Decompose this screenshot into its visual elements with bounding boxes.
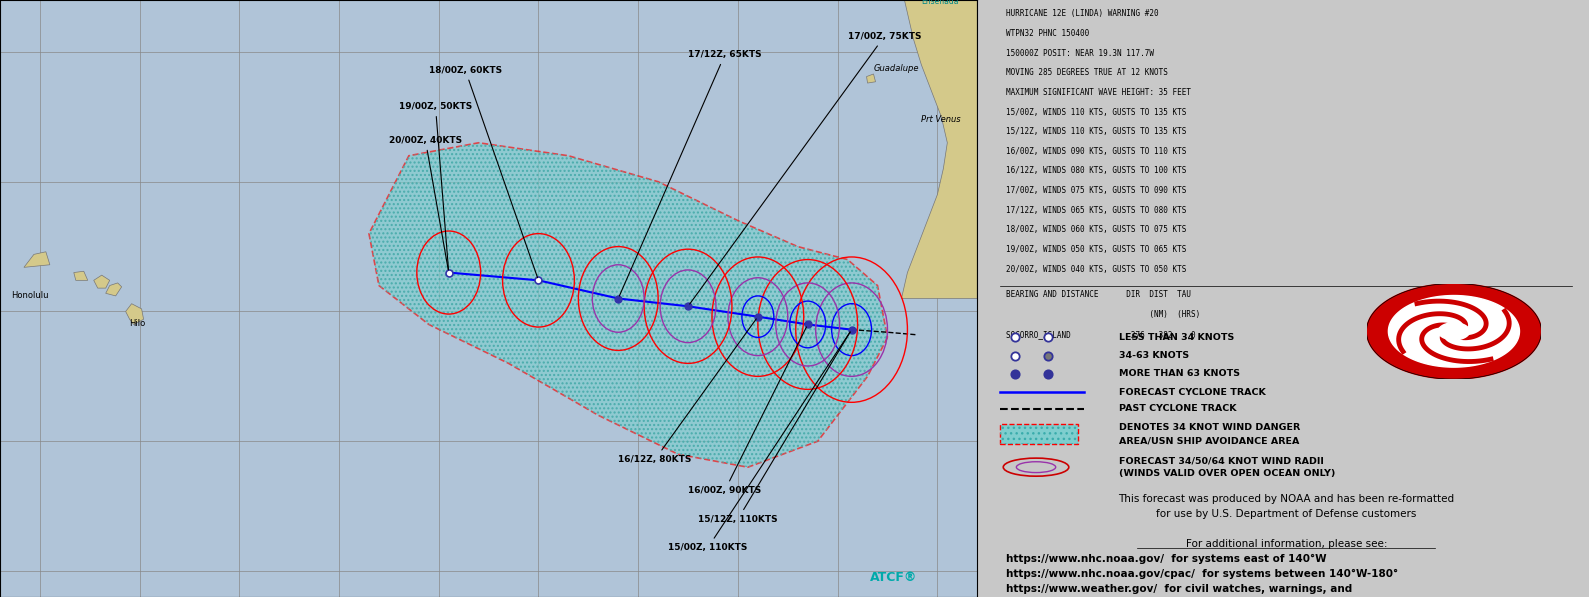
Text: 19/00Z, 50KTS: 19/00Z, 50KTS xyxy=(399,102,472,270)
Text: 16/12Z, 80KTS: 16/12Z, 80KTS xyxy=(618,319,756,464)
Text: Honolulu: Honolulu xyxy=(11,291,49,300)
Text: SOCORRO_ISLAND             276   382    0: SOCORRO_ISLAND 276 382 0 xyxy=(1006,330,1197,338)
Text: ATCF®: ATCF® xyxy=(871,571,917,584)
Polygon shape xyxy=(901,0,977,298)
Text: PAST CYCLONE TRACK: PAST CYCLONE TRACK xyxy=(1119,404,1236,413)
Text: 17/00Z, 75KTS: 17/00Z, 75KTS xyxy=(690,32,922,304)
Text: 15/12Z, WINDS 110 KTS, GUSTS TO 135 KTS: 15/12Z, WINDS 110 KTS, GUSTS TO 135 KTS xyxy=(1006,127,1187,136)
Text: FORECAST CYCLONE TRACK: FORECAST CYCLONE TRACK xyxy=(1119,388,1266,397)
Polygon shape xyxy=(24,252,49,267)
Text: For additional information, please see:: For additional information, please see: xyxy=(1185,539,1387,549)
Polygon shape xyxy=(1389,296,1519,367)
Text: Guadalupe: Guadalupe xyxy=(874,64,918,73)
Text: Hilo: Hilo xyxy=(129,319,146,328)
Polygon shape xyxy=(106,283,122,296)
Text: FORECAST 34/50/64 KNOT WIND RADII: FORECAST 34/50/64 KNOT WIND RADII xyxy=(1119,456,1324,465)
Text: MORE THAN 63 KNOTS: MORE THAN 63 KNOTS xyxy=(1119,369,1241,378)
Text: (NM)  (HRS): (NM) (HRS) xyxy=(1006,310,1200,319)
Text: 17/12Z, WINDS 065 KTS, GUSTS TO 080 KTS: 17/12Z, WINDS 065 KTS, GUSTS TO 080 KTS xyxy=(1006,205,1187,215)
Text: 18/00Z, WINDS 060 KTS, GUSTS TO 075 KTS: 18/00Z, WINDS 060 KTS, GUSTS TO 075 KTS xyxy=(1006,225,1187,234)
Text: 17/00Z, WINDS 075 KTS, GUSTS TO 090 KTS: 17/00Z, WINDS 075 KTS, GUSTS TO 090 KTS xyxy=(1006,186,1187,195)
Text: MOVING 285 DEGREES TRUE AT 12 KNOTS: MOVING 285 DEGREES TRUE AT 12 KNOTS xyxy=(1006,68,1168,78)
Text: LESS THAN 34 KNOTS: LESS THAN 34 KNOTS xyxy=(1119,333,1235,342)
Text: 16/00Z, 90KTS: 16/00Z, 90KTS xyxy=(688,327,807,495)
FancyBboxPatch shape xyxy=(1001,424,1077,444)
Text: 18/00Z, 60KTS: 18/00Z, 60KTS xyxy=(429,66,537,278)
Text: BEARING AND DISTANCE      DIR  DIST  TAU: BEARING AND DISTANCE DIR DIST TAU xyxy=(1006,291,1192,300)
Text: 16/00Z, WINDS 090 KTS, GUSTS TO 110 KTS: 16/00Z, WINDS 090 KTS, GUSTS TO 110 KTS xyxy=(1006,147,1187,156)
Text: WTPN32 PHNC 150400: WTPN32 PHNC 150400 xyxy=(1006,29,1090,38)
Text: https://www.weather.gov/  for civil watches, warnings, and: https://www.weather.gov/ for civil watch… xyxy=(1006,584,1352,594)
Polygon shape xyxy=(126,304,143,324)
Text: 15/00Z, 110KTS: 15/00Z, 110KTS xyxy=(667,332,850,552)
Text: https://www.nhc.noaa.gov/  for systems east of 140°W: https://www.nhc.noaa.gov/ for systems ea… xyxy=(1006,554,1327,564)
Text: 15/12Z, 110KTS: 15/12Z, 110KTS xyxy=(698,332,850,524)
Text: https://www.nhc.noaa.gov/cpac/  for systems between 140°W-180°: https://www.nhc.noaa.gov/cpac/ for syste… xyxy=(1006,569,1398,579)
Text: 20/00Z, WINDS 040 KTS, GUSTS TO 050 KTS: 20/00Z, WINDS 040 KTS, GUSTS TO 050 KTS xyxy=(1006,264,1187,273)
Text: 19/00Z, WINDS 050 KTS, GUSTS TO 065 KTS: 19/00Z, WINDS 050 KTS, GUSTS TO 065 KTS xyxy=(1006,245,1187,254)
Text: MAXIMUM SIGNIFICANT WAVE HEIGHT: 35 FEET: MAXIMUM SIGNIFICANT WAVE HEIGHT: 35 FEET xyxy=(1006,88,1192,97)
Polygon shape xyxy=(369,143,888,467)
Polygon shape xyxy=(94,275,110,288)
Polygon shape xyxy=(73,271,87,281)
Text: AREA/USN SHIP AVOIDANCE AREA: AREA/USN SHIP AVOIDANCE AREA xyxy=(1119,436,1300,445)
Text: for use by U.S. Department of Defense customers: for use by U.S. Department of Defense cu… xyxy=(1157,509,1416,519)
Text: 150000Z POSIT: NEAR 19.3N 117.7W: 150000Z POSIT: NEAR 19.3N 117.7W xyxy=(1006,49,1154,58)
Polygon shape xyxy=(1367,284,1541,379)
Text: (WINDS VALID OVER OPEN OCEAN ONLY): (WINDS VALID OVER OPEN OCEAN ONLY) xyxy=(1119,469,1336,478)
Text: 15/00Z, WINDS 110 KTS, GUSTS TO 135 KTS: 15/00Z, WINDS 110 KTS, GUSTS TO 135 KTS xyxy=(1006,107,1187,116)
Polygon shape xyxy=(1438,323,1470,340)
Text: This forecast was produced by NOAA and has been re-formatted: This forecast was produced by NOAA and h… xyxy=(1119,494,1454,504)
Polygon shape xyxy=(866,74,876,83)
Text: HURRICANE 12E (LINDA) WARNING #20: HURRICANE 12E (LINDA) WARNING #20 xyxy=(1006,10,1158,19)
Text: 16/12Z, WINDS 080 KTS, GUSTS TO 100 KTS: 16/12Z, WINDS 080 KTS, GUSTS TO 100 KTS xyxy=(1006,167,1187,176)
Text: 20/00Z, 40KTS: 20/00Z, 40KTS xyxy=(389,136,462,270)
Text: 17/12Z, 65KTS: 17/12Z, 65KTS xyxy=(620,50,761,296)
Text: Prt Venus: Prt Venus xyxy=(922,115,961,124)
Text: 34-63 KNOTS: 34-63 KNOTS xyxy=(1119,351,1190,360)
Text: DENOTES 34 KNOT WIND DANGER: DENOTES 34 KNOT WIND DANGER xyxy=(1119,423,1301,432)
Text: Ensenada: Ensenada xyxy=(922,0,958,6)
